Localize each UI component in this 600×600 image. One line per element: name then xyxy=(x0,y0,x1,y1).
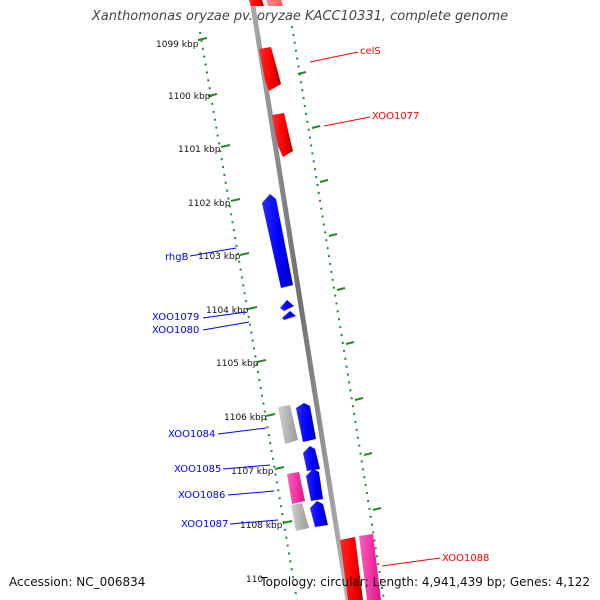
rail-tick xyxy=(354,397,364,401)
kbp-tick xyxy=(247,306,258,310)
length-label: Length: xyxy=(372,575,419,589)
kbp-tick-marks xyxy=(197,37,293,524)
kbp-tick xyxy=(282,520,293,524)
gene-feature-xoo1084[interactable] xyxy=(296,403,316,442)
kbp-tick xyxy=(265,413,276,417)
leader-xoo1085 xyxy=(222,464,271,470)
genes-label: Genes: xyxy=(509,575,552,589)
rail-tick xyxy=(328,233,338,237)
kbp-label: 1103 kbp xyxy=(198,252,241,262)
kbp-tick xyxy=(274,466,285,470)
gene-feature-xoo1079[interactable] xyxy=(280,300,294,311)
leader-xoo1079 xyxy=(202,311,247,319)
gene-feature-xoo1086[interactable] xyxy=(306,469,323,501)
kbp-label: 1101 kbp xyxy=(178,145,221,155)
kbp-label: 1106 kbp xyxy=(224,413,267,423)
leader-cels xyxy=(309,51,359,63)
map-title: Xanthomonas oryzae pv. oryzae KACC10331,… xyxy=(91,9,509,24)
gene-feature-xoo1085[interactable] xyxy=(303,446,320,471)
kbp-label: 1104 kbp xyxy=(206,306,249,316)
kbp-label: 1108 kbp xyxy=(240,521,283,531)
kbp-tick xyxy=(239,252,250,256)
rail-tick xyxy=(319,179,329,183)
length-value: 4,941,439 bp xyxy=(421,575,502,589)
gene-feature-xoo1088[interactable] xyxy=(340,537,363,600)
leader-xoo1080 xyxy=(202,321,250,331)
kbp-tick xyxy=(230,198,241,202)
leader-xoo1086 xyxy=(227,490,275,496)
gene-label-xoo1087[interactable]: XOO1087 xyxy=(181,519,228,530)
kbp-tick xyxy=(256,359,267,363)
leader-xoo1077 xyxy=(323,116,371,127)
gene-feature-pink-1088[interactable] xyxy=(359,534,381,600)
forward-tick-rail xyxy=(291,25,385,600)
leader-xoo1088 xyxy=(381,557,441,567)
gene-label-xoo1084[interactable]: XOO1084 xyxy=(168,429,215,440)
leader-rhgb xyxy=(189,247,237,257)
gene-feature-xoo1077[interactable] xyxy=(272,113,293,157)
topology-label: Topology: xyxy=(260,575,317,589)
genes-value: 4,122 xyxy=(555,575,590,589)
gene-label-xoo1077[interactable]: XOO1077 xyxy=(372,111,419,122)
rail-tick xyxy=(345,341,355,345)
rail-tick xyxy=(336,287,346,291)
kbp-tick xyxy=(220,144,231,148)
kbp-label: 1105 kbp xyxy=(216,359,259,369)
gene-feature-cels[interactable] xyxy=(259,47,281,91)
rail-tick xyxy=(363,452,373,456)
gene-label-xoo1080[interactable]: XOO1080 xyxy=(152,325,199,336)
gene-feature-xoo1087[interactable] xyxy=(310,501,328,527)
label-leaders xyxy=(189,51,441,567)
genome-backbone xyxy=(249,0,351,600)
gene-label-xoo1085[interactable]: XOO1085 xyxy=(174,464,221,475)
kbp-label: 1102 kbp xyxy=(188,199,231,209)
leader-xoo1087 xyxy=(229,519,279,525)
genome-summary: Topology: circular; Length: 4,941,439 bp… xyxy=(260,575,590,589)
kbp-label: 1100 kbp xyxy=(168,92,211,102)
gene-label-xoo1079[interactable]: XOO1079 xyxy=(152,312,199,323)
topology-value: circular xyxy=(320,575,365,589)
gene-feature-xoo1080[interactable] xyxy=(282,311,296,320)
gene-feature-gray-1087[interactable] xyxy=(291,503,309,531)
kbp-label: 110 xyxy=(246,575,263,585)
leader-xoo1084 xyxy=(217,427,267,435)
feature-partial-top[interactable] xyxy=(249,0,283,6)
rail-tick xyxy=(297,71,307,75)
kbp-tick xyxy=(207,93,218,97)
gene-label-xoo1086[interactable]: XOO1086 xyxy=(178,490,225,501)
gene-feature-gray-1084[interactable] xyxy=(278,405,298,444)
rail-tick xyxy=(372,507,382,511)
kbp-tick xyxy=(197,37,208,41)
accession-value: NC_006834 xyxy=(76,575,146,589)
gene-label-xoo1088[interactable]: XOO1088 xyxy=(442,553,489,564)
gene-feature-rhgb[interactable] xyxy=(262,194,293,288)
gene-feature-pink-1086[interactable] xyxy=(287,472,305,504)
forward-rail-ticks xyxy=(297,71,382,511)
gene-label-rhgb[interactable]: rhgB xyxy=(165,252,189,263)
kbp-label: 1099 kbp xyxy=(156,40,199,50)
rail-tick xyxy=(311,125,321,129)
accession-label: Accession: xyxy=(9,575,73,589)
gene-label-cels[interactable]: celS xyxy=(360,46,381,57)
accession-info: Accession: NC_006834 xyxy=(9,575,145,589)
reverse-tick-rail xyxy=(199,31,298,600)
kbp-label: 1107 kbp xyxy=(231,467,274,477)
